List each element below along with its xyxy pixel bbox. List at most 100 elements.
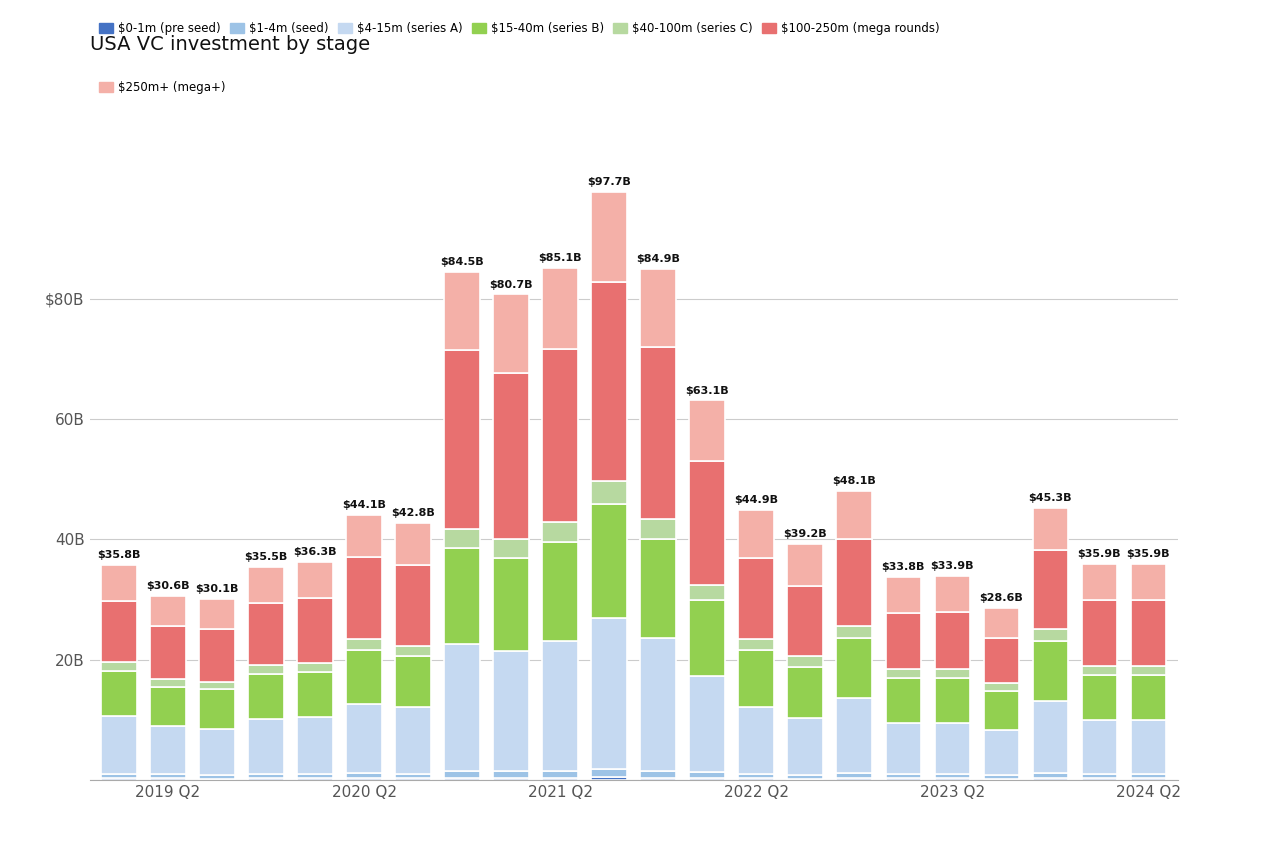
Bar <box>444 349 480 529</box>
Bar <box>101 564 137 601</box>
Text: $84.9B: $84.9B <box>636 254 680 264</box>
Bar <box>493 778 529 780</box>
Bar <box>690 460 724 585</box>
Bar <box>1082 600 1117 666</box>
Bar <box>1033 773 1068 779</box>
Bar <box>1130 774 1166 779</box>
Bar <box>1082 675 1117 720</box>
Bar <box>150 727 186 774</box>
Bar <box>101 662 137 671</box>
Bar <box>983 638 1019 683</box>
Text: $44.1B: $44.1B <box>342 500 387 510</box>
Text: $33.9B: $33.9B <box>931 561 974 571</box>
Bar <box>101 773 137 779</box>
Bar <box>1082 774 1117 779</box>
Bar <box>837 626 872 637</box>
Text: $36.3B: $36.3B <box>293 547 337 557</box>
Text: USA VC investment by stage: USA VC investment by stage <box>90 35 370 54</box>
Bar <box>787 667 823 718</box>
Bar <box>837 539 872 626</box>
Bar <box>396 646 430 656</box>
Bar <box>690 600 724 675</box>
Bar <box>493 651 529 772</box>
Bar <box>787 656 823 667</box>
Bar <box>150 774 186 779</box>
Bar <box>248 774 284 779</box>
Bar <box>493 772 529 778</box>
Bar <box>739 779 774 780</box>
Bar <box>934 779 970 780</box>
Bar <box>591 769 627 778</box>
Bar <box>396 656 430 707</box>
Text: $48.1B: $48.1B <box>832 476 876 486</box>
Bar <box>297 663 333 672</box>
Bar <box>1033 641 1068 701</box>
Bar <box>444 778 480 780</box>
Bar <box>200 629 234 681</box>
Bar <box>200 681 234 689</box>
Bar <box>297 562 333 598</box>
Text: $44.9B: $44.9B <box>735 495 778 505</box>
Bar <box>543 771 577 778</box>
Bar <box>1082 779 1117 780</box>
Text: $35.9B: $35.9B <box>1126 550 1170 559</box>
Bar <box>690 675 724 772</box>
Bar <box>200 728 234 775</box>
Bar <box>200 689 234 728</box>
Bar <box>297 717 333 774</box>
Bar <box>297 774 333 779</box>
Bar <box>886 613 920 669</box>
Bar <box>1082 666 1117 675</box>
Bar <box>983 683 1019 691</box>
Text: $28.6B: $28.6B <box>979 593 1023 603</box>
Bar <box>248 779 284 780</box>
Bar <box>493 539 529 557</box>
Bar <box>983 775 1019 779</box>
Bar <box>787 544 823 586</box>
Text: $45.3B: $45.3B <box>1028 492 1071 503</box>
Bar <box>591 192 627 283</box>
Bar <box>934 678 970 723</box>
Text: $39.2B: $39.2B <box>783 530 827 539</box>
Bar <box>150 679 186 687</box>
Bar <box>837 637 872 698</box>
Bar <box>886 678 920 723</box>
Text: $30.1B: $30.1B <box>196 584 238 594</box>
Bar <box>396 773 430 779</box>
Bar <box>886 774 920 779</box>
Bar <box>983 730 1019 775</box>
Bar <box>739 707 774 773</box>
Bar <box>739 650 774 707</box>
Bar <box>1033 701 1068 773</box>
Bar <box>543 642 577 771</box>
Bar <box>640 269 676 348</box>
Bar <box>248 566 284 603</box>
Bar <box>444 529 480 548</box>
Bar <box>347 773 381 779</box>
Bar <box>396 523 430 564</box>
Bar <box>739 558 774 639</box>
Bar <box>787 779 823 780</box>
Bar <box>591 504 627 618</box>
Bar <box>248 603 284 665</box>
Bar <box>640 348 676 519</box>
Bar <box>886 723 920 774</box>
Bar <box>1130 720 1166 774</box>
Bar <box>150 596 186 626</box>
Bar <box>150 626 186 679</box>
Bar <box>200 599 234 629</box>
Bar <box>1130 675 1166 720</box>
Text: $63.1B: $63.1B <box>685 386 728 395</box>
Text: $33.8B: $33.8B <box>882 562 925 572</box>
Bar <box>739 510 774 558</box>
Bar <box>543 522 577 542</box>
Text: $35.5B: $35.5B <box>244 551 288 562</box>
Bar <box>787 718 823 775</box>
Bar <box>101 601 137 662</box>
Bar <box>640 771 676 778</box>
Bar <box>837 773 872 779</box>
Bar <box>787 586 823 656</box>
Text: $42.8B: $42.8B <box>392 508 435 518</box>
Bar <box>347 639 381 649</box>
Bar <box>640 638 676 771</box>
